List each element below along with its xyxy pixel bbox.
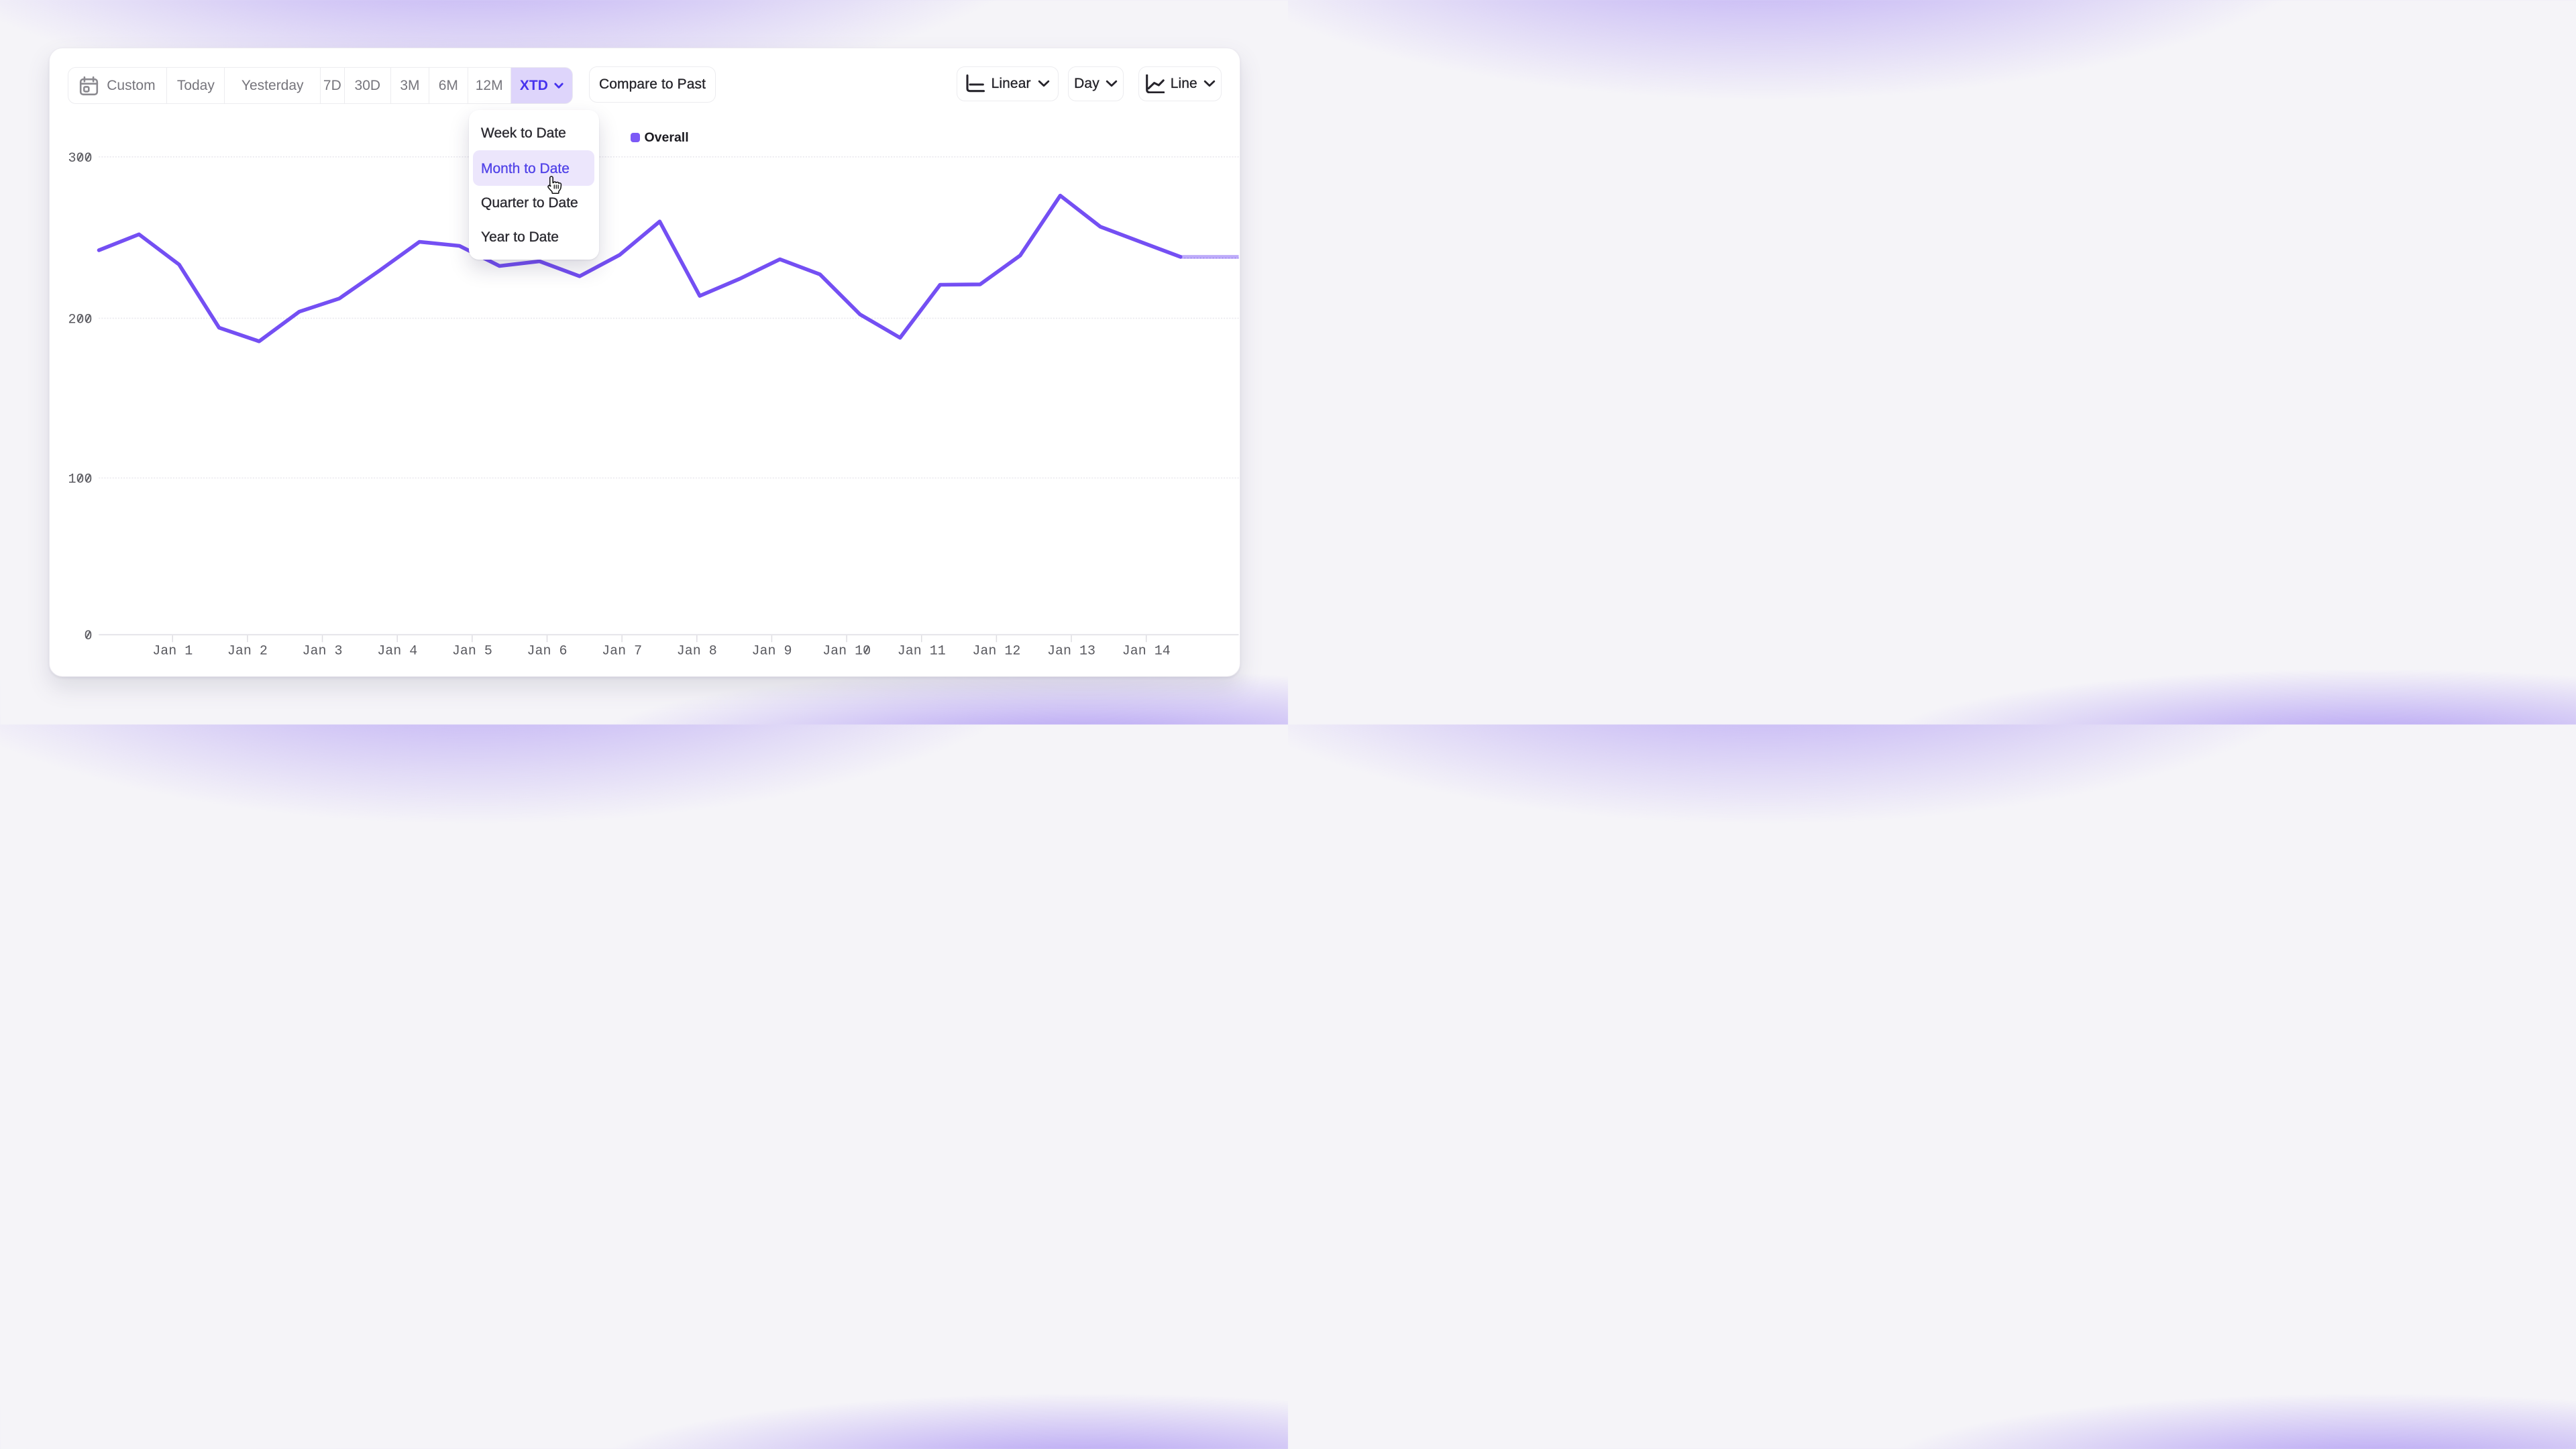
svg-text:Jan 5: Jan 5 xyxy=(451,644,492,659)
svg-text:Jan 1: Jan 1 xyxy=(152,644,193,659)
svg-text:Jan 7: Jan 7 xyxy=(602,644,642,659)
svg-text:Jan 4: Jan 4 xyxy=(377,644,417,659)
svg-text:Jan 2: Jan 2 xyxy=(227,644,267,659)
svg-text:100: 100 xyxy=(68,472,92,488)
svg-text:300: 300 xyxy=(68,151,92,166)
svg-text:Jan 14: Jan 14 xyxy=(1122,644,1170,659)
svg-text:Jan 11: Jan 11 xyxy=(897,644,945,659)
svg-text:Jan 13: Jan 13 xyxy=(1047,644,1095,659)
svg-text:Jan 12: Jan 12 xyxy=(972,644,1020,659)
svg-text:0: 0 xyxy=(84,629,92,644)
svg-text:Jan 3: Jan 3 xyxy=(302,644,342,659)
svg-text:200: 200 xyxy=(68,312,92,327)
svg-text:Jan 10: Jan 10 xyxy=(822,644,871,659)
svg-text:Jan 6: Jan 6 xyxy=(527,644,567,659)
svg-text:Jan 9: Jan 9 xyxy=(751,644,792,659)
svg-text:Jan 8: Jan 8 xyxy=(676,644,716,659)
